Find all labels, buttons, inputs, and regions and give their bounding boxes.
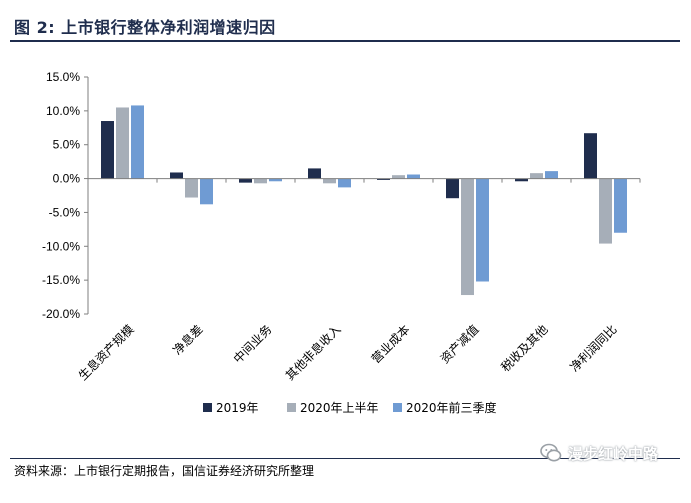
x-category-label: 生息资产规模: [75, 322, 137, 384]
legend-swatch: [287, 403, 296, 412]
x-category-label: 其他非息收入: [282, 322, 344, 384]
y-tick-label: -5.0%: [49, 205, 81, 219]
x-category-label: 税收及其他: [498, 322, 550, 374]
bar: [131, 105, 144, 179]
bar: [185, 178, 198, 198]
legend-label: 2019年: [216, 401, 259, 415]
bar: [446, 178, 459, 199]
figure-header: 图 2: 上市银行整体净利润增速归因: [10, 14, 680, 42]
bar: [101, 121, 114, 179]
y-tick-label: 0.0%: [53, 172, 81, 186]
y-tick-label: -10.0%: [42, 239, 80, 253]
x-category-label: 中间业务: [230, 322, 275, 367]
figure-title: 图 2: 上市银行整体净利润增速归因: [14, 18, 276, 37]
legend-swatch: [203, 403, 212, 412]
bar: [392, 175, 405, 179]
bar: [530, 173, 543, 179]
y-tick-label: -15.0%: [42, 273, 80, 287]
bar: [116, 107, 129, 179]
bar: [545, 171, 558, 179]
legend-label: 2020年上半年: [300, 401, 379, 415]
x-category-label: 净息差: [170, 322, 206, 358]
bar: [614, 178, 627, 233]
bar: [599, 178, 612, 244]
bar: [461, 178, 474, 296]
bar: [269, 178, 282, 182]
bar: [239, 178, 252, 183]
bar: [407, 174, 420, 179]
legend-swatch: [393, 403, 402, 412]
bar: [377, 178, 390, 180]
y-tick-label: -20.0%: [42, 307, 80, 321]
bar: [170, 172, 183, 179]
bar: [584, 133, 597, 179]
y-tick-label: 15.0%: [46, 70, 80, 84]
bar: [308, 168, 321, 179]
watermark-text: 漫步红岭中路: [568, 444, 659, 463]
y-tick-label: 10.0%: [46, 104, 80, 118]
bar: [515, 178, 528, 182]
watermark: 漫步红岭中路: [540, 442, 658, 464]
legend-label: 2020年前三季度: [406, 400, 497, 415]
bar: [254, 178, 267, 184]
source-divider: [10, 458, 680, 459]
x-category-label: 营业成本: [369, 322, 413, 366]
bar: [476, 178, 489, 282]
y-tick-label: 5.0%: [53, 138, 81, 152]
x-category-label: 资产减值: [437, 322, 482, 367]
x-category-label: 净利润同比: [567, 322, 619, 374]
bar: [323, 178, 336, 184]
bar: [200, 178, 213, 205]
wechat-icon: [540, 443, 562, 462]
figure-source: 资料来源：上市银行定期报告，国信证券经济研究所整理: [14, 464, 315, 478]
bar: [338, 178, 351, 188]
